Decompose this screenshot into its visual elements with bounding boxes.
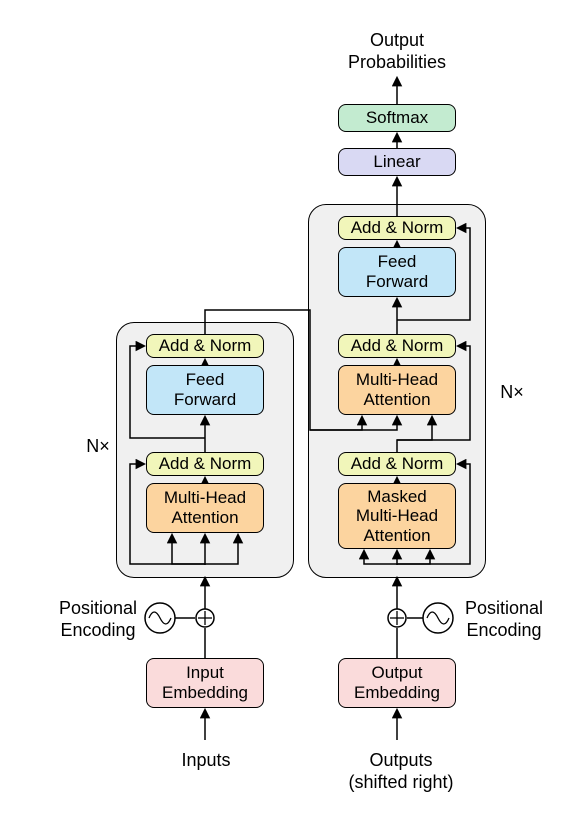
inputs-label: Inputs	[166, 750, 246, 772]
pe-label-right: Positional Encoding	[454, 598, 554, 641]
ffn-label: Feed Forward	[174, 370, 236, 409]
addnorm-label: Add & Norm	[351, 218, 444, 238]
mha-label: Multi-Head Attention	[356, 370, 438, 409]
encoder-addnorm-1: Add & Norm	[146, 452, 264, 476]
softmax-label: Softmax	[366, 108, 428, 128]
nx-label-left: N×	[78, 436, 118, 458]
ffn-label: Feed Forward	[366, 252, 428, 291]
masked-mha-label: Masked Multi-Head Attention	[356, 487, 438, 546]
decoder-addnorm-1: Add & Norm	[338, 452, 456, 476]
output-embedding: Output Embedding	[338, 658, 456, 708]
linear-block: Linear	[338, 148, 456, 176]
decoder-addnorm-3: Add & Norm	[338, 216, 456, 240]
input-embedding-label: Input Embedding	[162, 663, 248, 702]
softmax-block: Softmax	[338, 104, 456, 132]
encoder-ffn: Feed Forward	[146, 365, 264, 415]
decoder-masked-mha: Masked Multi-Head Attention	[338, 483, 456, 549]
encoder-addnorm-2: Add & Norm	[146, 334, 264, 358]
addnorm-label: Add & Norm	[159, 454, 252, 474]
decoder-mha: Multi-Head Attention	[338, 365, 456, 415]
addnorm-label: Add & Norm	[159, 336, 252, 356]
encoder-mha: Multi-Head Attention	[146, 483, 264, 533]
nx-label-right: N×	[492, 382, 532, 404]
output-embedding-label: Output Embedding	[354, 663, 440, 702]
outputs-label: Outputs (shifted right)	[336, 750, 466, 793]
decoder-ffn: Feed Forward	[338, 247, 456, 297]
decoder-addnorm-2: Add & Norm	[338, 334, 456, 358]
addnorm-label: Add & Norm	[351, 454, 444, 474]
linear-label: Linear	[373, 152, 420, 172]
mha-label: Multi-Head Attention	[164, 488, 246, 527]
addnorm-label: Add & Norm	[351, 336, 444, 356]
output-prob-label: Output Probabilities	[332, 30, 462, 73]
input-embedding: Input Embedding	[146, 658, 264, 708]
pe-label-left: Positional Encoding	[48, 598, 148, 641]
encoder-stack	[116, 322, 294, 578]
